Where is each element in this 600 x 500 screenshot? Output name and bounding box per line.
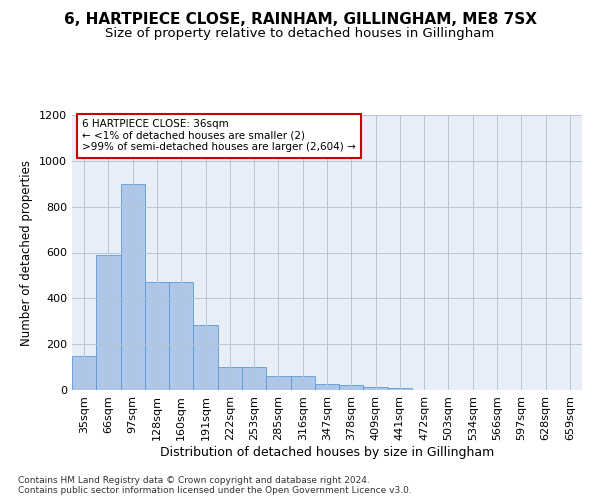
Bar xyxy=(121,184,145,390)
Bar xyxy=(290,376,315,390)
X-axis label: Distribution of detached houses by size in Gillingham: Distribution of detached houses by size … xyxy=(160,446,494,458)
Bar xyxy=(72,356,96,390)
Bar xyxy=(242,367,266,390)
Bar xyxy=(364,386,388,390)
Bar xyxy=(266,376,290,390)
Bar xyxy=(96,255,121,390)
Text: 6, HARTPIECE CLOSE, RAINHAM, GILLINGHAM, ME8 7SX: 6, HARTPIECE CLOSE, RAINHAM, GILLINGHAM,… xyxy=(64,12,536,28)
Text: Size of property relative to detached houses in Gillingham: Size of property relative to detached ho… xyxy=(106,28,494,40)
Y-axis label: Number of detached properties: Number of detached properties xyxy=(20,160,34,346)
Bar xyxy=(339,386,364,390)
Bar xyxy=(218,367,242,390)
Bar xyxy=(388,388,412,390)
Text: Contains HM Land Registry data © Crown copyright and database right 2024.
Contai: Contains HM Land Registry data © Crown c… xyxy=(18,476,412,495)
Bar xyxy=(315,384,339,390)
Bar xyxy=(169,282,193,390)
Bar xyxy=(193,324,218,390)
Text: 6 HARTPIECE CLOSE: 36sqm
← <1% of detached houses are smaller (2)
>99% of semi-d: 6 HARTPIECE CLOSE: 36sqm ← <1% of detach… xyxy=(82,119,356,152)
Bar xyxy=(145,282,169,390)
